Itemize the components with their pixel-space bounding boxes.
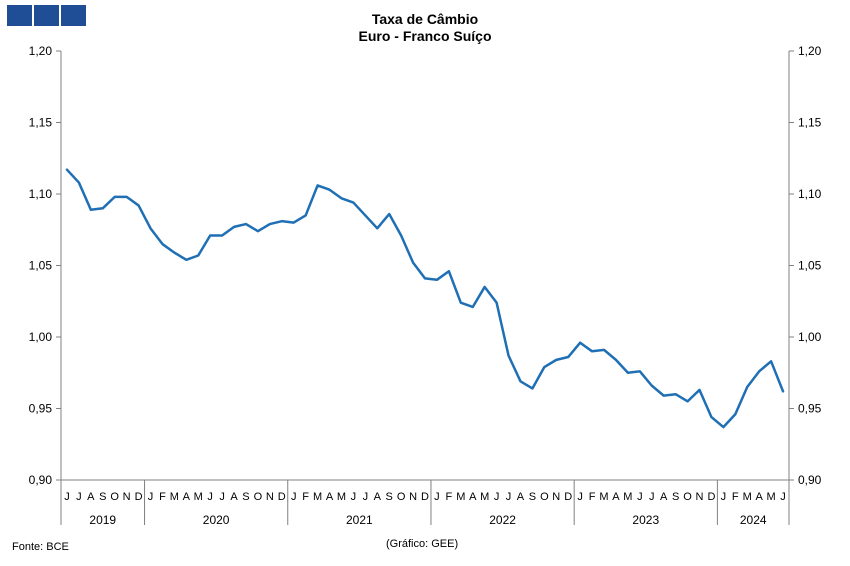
x-month-label: S	[99, 491, 106, 503]
x-month-label: A	[183, 491, 191, 503]
x-month-label: S	[672, 491, 679, 503]
x-month-label: A	[230, 491, 238, 503]
x-month-label: J	[207, 491, 213, 503]
x-month-label: A	[469, 491, 477, 503]
x-year-label: 2023	[632, 513, 659, 527]
y-tick-label-right: 0,90	[798, 473, 822, 487]
x-month-label: D	[135, 491, 143, 503]
y-tick-label-right: 0,95	[798, 402, 822, 416]
x-month-label: F	[589, 491, 596, 503]
y-tick-label-left: 1,15	[29, 116, 53, 130]
x-month-label: N	[266, 491, 274, 503]
y-tick-label-right: 1,15	[798, 116, 822, 130]
x-month-label: S	[386, 491, 393, 503]
x-month-label: M	[170, 491, 179, 503]
x-month-label: M	[767, 491, 776, 503]
y-tick-label-right: 1,20	[798, 44, 822, 58]
x-month-label: F	[732, 491, 739, 503]
x-month-label: J	[219, 491, 225, 503]
bce-logo-icon	[34, 5, 59, 26]
x-month-label: N	[123, 491, 131, 503]
x-month-label: F	[302, 491, 309, 503]
x-month-label: D	[707, 491, 715, 503]
x-year-label: 2022	[489, 513, 516, 527]
series-line	[65, 168, 785, 429]
x-month-label: J	[577, 491, 583, 503]
x-month-label: O	[397, 491, 406, 503]
x-month-label: A	[612, 491, 620, 503]
x-month-label: J	[434, 491, 440, 503]
x-month-label: N	[696, 491, 704, 503]
x-month-label: A	[660, 491, 668, 503]
x-month-label: J	[637, 491, 643, 503]
x-year-label: 2020	[203, 513, 230, 527]
x-month-label: J	[76, 491, 82, 503]
x-month-label: D	[278, 491, 286, 503]
x-month-label: O	[540, 491, 549, 503]
x-month-label: A	[374, 491, 382, 503]
x-month-label: J	[494, 491, 500, 503]
x-month-label: J	[64, 491, 70, 503]
y-tick-label-left: 1,20	[29, 44, 53, 58]
x-month-label: M	[599, 491, 608, 503]
y-tick-label-left: 1,05	[29, 259, 53, 273]
x-month-label: M	[480, 491, 489, 503]
x-month-label: J	[351, 491, 357, 503]
bce-logo-icon	[7, 5, 32, 26]
x-month-label: J	[506, 491, 512, 503]
x-month-label: F	[446, 491, 453, 503]
x-month-label: D	[421, 491, 429, 503]
x-month-label: J	[148, 491, 154, 503]
y-tick-label-right: 1,10	[798, 187, 822, 201]
x-month-label: O	[110, 491, 119, 503]
x-month-label: J	[291, 491, 297, 503]
y-tick-label-left: 1,10	[29, 187, 53, 201]
y-tick-label-left: 0,95	[29, 402, 53, 416]
y-tick-label-left: 0,90	[29, 473, 53, 487]
y-tick-label-right: 1,05	[798, 259, 822, 273]
x-month-label: A	[326, 491, 334, 503]
x-month-label: O	[254, 491, 263, 503]
x-month-label: M	[337, 491, 346, 503]
x-year-label: 2024	[740, 513, 767, 527]
x-month-label: J	[780, 491, 786, 503]
x-month-label: A	[517, 491, 525, 503]
x-month-label: M	[743, 491, 752, 503]
x-month-label: N	[409, 491, 417, 503]
x-month-label: J	[649, 491, 655, 503]
y-tick-label-right: 1,00	[798, 330, 822, 344]
x-month-label: A	[87, 491, 95, 503]
x-year-label: 2021	[346, 513, 373, 527]
x-month-label: M	[456, 491, 465, 503]
x-month-label: O	[683, 491, 692, 503]
x-month-label: J	[721, 491, 727, 503]
x-month-label: M	[194, 491, 203, 503]
credit-note: (Gráfico: GEE)	[386, 538, 459, 550]
x-month-label: D	[564, 491, 572, 503]
bce-logo-icon	[61, 5, 86, 26]
source-note: Fonte: BCE	[12, 541, 69, 553]
x-month-label: M	[623, 491, 632, 503]
x-month-label: S	[242, 491, 249, 503]
x-month-label: M	[313, 491, 322, 503]
x-month-label: A	[755, 491, 763, 503]
chart-subtitle: Euro - Franco Suíço	[358, 28, 492, 44]
x-year-label: 2019	[89, 513, 116, 527]
x-month-label: S	[529, 491, 536, 503]
y-tick-label-left: 1,00	[29, 330, 53, 344]
x-month-label: F	[159, 491, 166, 503]
x-month-label: N	[552, 491, 560, 503]
x-month-label: J	[363, 491, 369, 503]
chart-title: Taxa de Câmbio	[371, 11, 479, 27]
